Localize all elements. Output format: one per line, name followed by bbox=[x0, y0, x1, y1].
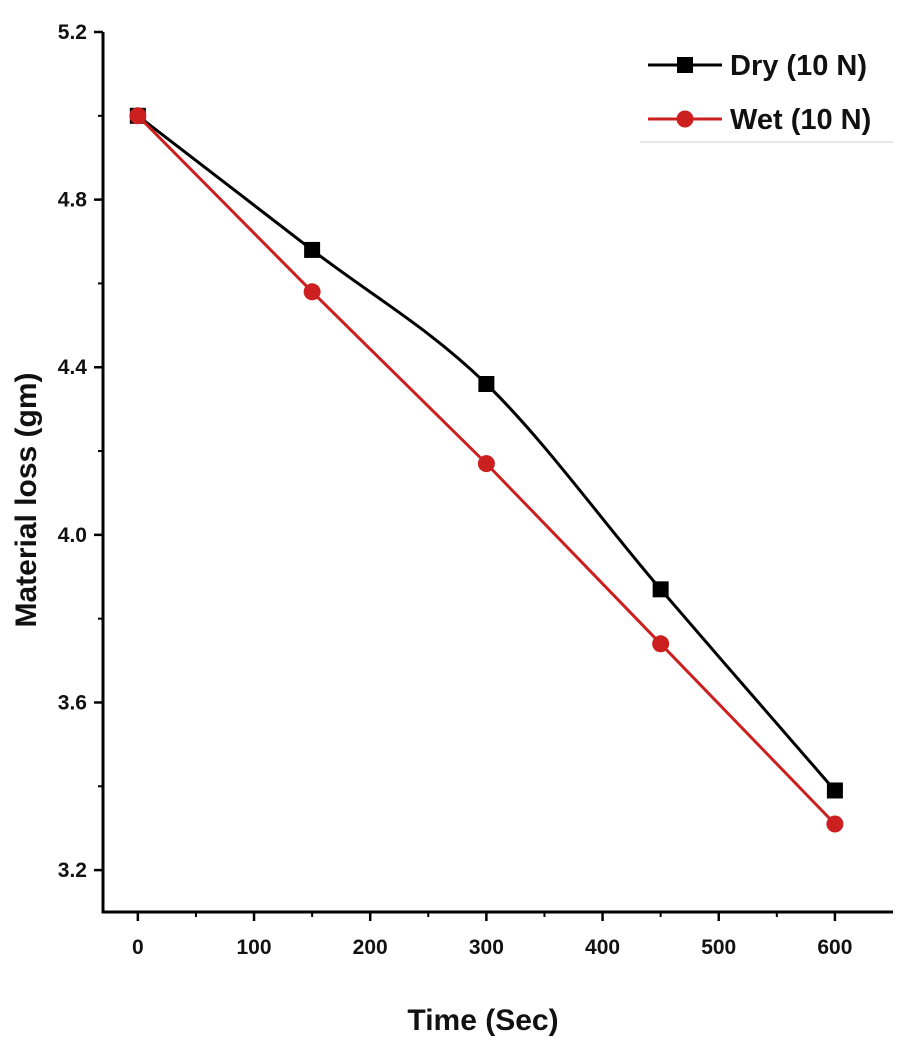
legend-marker-square bbox=[677, 57, 693, 73]
legend: Dry (10 N) Wet (10 N) bbox=[640, 50, 893, 143]
data-point-square bbox=[478, 376, 495, 392]
data-point-circle bbox=[826, 815, 844, 833]
x-tick-label: 500 bbox=[701, 936, 736, 959]
legend-item: Dry (10 N) bbox=[648, 50, 867, 82]
data-point-square bbox=[304, 241, 321, 258]
data-point-square bbox=[826, 782, 843, 799]
x-tick-label: 100 bbox=[237, 936, 272, 959]
series-wet-10-n bbox=[129, 107, 844, 833]
y-tick-label: 4.4 bbox=[58, 356, 88, 379]
data-point-square bbox=[652, 581, 669, 598]
y-tick-label: 3.2 bbox=[58, 859, 87, 882]
y-tick-label: 5.2 bbox=[58, 21, 87, 44]
data-point-circle bbox=[652, 635, 670, 653]
x-axis-title: Time (Sec) bbox=[407, 1004, 558, 1037]
x-tick-label: 0 bbox=[132, 936, 144, 959]
data-point-circle bbox=[303, 283, 321, 301]
x-tick-label: 600 bbox=[817, 936, 852, 959]
legend-label: Wet (10 N) bbox=[730, 104, 871, 136]
y-tick-label: 3.6 bbox=[58, 691, 87, 714]
series-layer bbox=[129, 107, 844, 833]
series-line bbox=[136, 114, 837, 792]
legend-marker-circle bbox=[676, 110, 694, 128]
axes: 3.2 3.6 4.0 4.4 4.8 5.2 0 100 200 300 400 500 600 bbox=[58, 21, 893, 959]
series-dry-10-n bbox=[129, 107, 843, 799]
data-point-circle bbox=[129, 107, 147, 125]
x-tick-label: 400 bbox=[585, 936, 620, 959]
x-tick-label: 200 bbox=[353, 936, 388, 959]
y-tick-label: 4.8 bbox=[58, 189, 88, 212]
legend-label: Dry (10 N) bbox=[730, 50, 867, 82]
legend-item: Wet (10 N) bbox=[648, 104, 871, 136]
y-tick-label: 4.0 bbox=[58, 524, 87, 547]
data-point-circle bbox=[477, 455, 495, 473]
x-tick-label: 300 bbox=[469, 936, 504, 959]
y-axis-title: Material loss (gm) bbox=[10, 372, 43, 627]
